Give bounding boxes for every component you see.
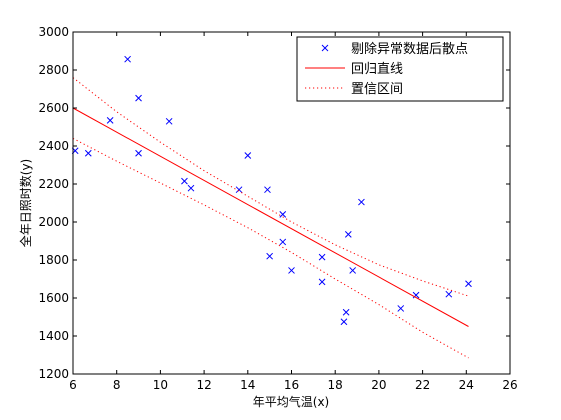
data-point [358, 198, 365, 206]
data-point [288, 267, 295, 274]
y-tick-label: 2000 [38, 215, 69, 229]
legend-box [296, 36, 504, 102]
regression-line [72, 107, 469, 327]
series-layer [71, 55, 472, 359]
y-tick-label: 3000 [38, 25, 69, 39]
data-point [344, 230, 352, 238]
y-tick-label: 1600 [38, 291, 69, 305]
data-point [279, 211, 287, 218]
data-point [318, 253, 326, 261]
data-point [264, 186, 271, 194]
x-tick-label: 6 [69, 378, 77, 392]
data-point [318, 278, 326, 286]
data-point [244, 152, 252, 159]
x-tick-label: 16 [284, 378, 299, 392]
x-tick-label: 26 [502, 378, 517, 392]
x-axis-ticks: 6 8 10 12 14 16 18 20 22 24 26 [69, 32, 518, 392]
x-axis-label: 年平均气温(x) [253, 394, 329, 409]
legend-label: 回归直线 [351, 62, 403, 77]
legend-marker-x [321, 44, 329, 52]
data-point [412, 291, 420, 299]
data-point [235, 186, 243, 194]
x-tick-label: 8 [113, 378, 121, 392]
x-tick-label: 24 [459, 378, 474, 392]
data-point [135, 149, 142, 157]
data-point [279, 238, 287, 246]
data-point [340, 318, 348, 326]
x-tick-label: 20 [371, 378, 386, 392]
data-point [342, 308, 350, 316]
y-tick-label: 2400 [38, 139, 69, 153]
legend-label: 置信区间 [351, 82, 403, 97]
y-axis-label: 全年日照时数(y) [18, 159, 33, 247]
x-tick-label: 18 [328, 378, 343, 392]
x-tick-label: 10 [153, 378, 168, 392]
y-tick-label: 1800 [38, 253, 69, 267]
data-point [266, 252, 274, 260]
data-point [397, 305, 405, 312]
confidence-band-line [72, 77, 469, 297]
data-point [135, 94, 142, 102]
data-point [445, 290, 453, 298]
data-point [106, 116, 114, 124]
data-point [187, 184, 195, 192]
y-tick-label: 2600 [38, 101, 69, 115]
y-tick-label: 2800 [38, 63, 69, 77]
data-point [84, 149, 92, 157]
data-point [349, 267, 357, 274]
x-tick-label: 22 [415, 378, 430, 392]
x-tick-label: 14 [240, 378, 255, 392]
y-axis-ticks: 1200 1400 1600 1800 2000 2200 2400 2600 2800 3000 [38, 25, 510, 381]
y-tick-label: 1400 [38, 329, 69, 343]
data-point [181, 177, 188, 185]
legend-label: 剔除异常数据后散点 [351, 42, 468, 57]
y-tick-label: 2200 [38, 177, 69, 191]
data-point [124, 55, 131, 63]
y-tick-label: 1200 [38, 367, 69, 381]
data-point [465, 280, 472, 288]
data-point [165, 117, 173, 125]
x-tick-label: 12 [196, 378, 211, 392]
